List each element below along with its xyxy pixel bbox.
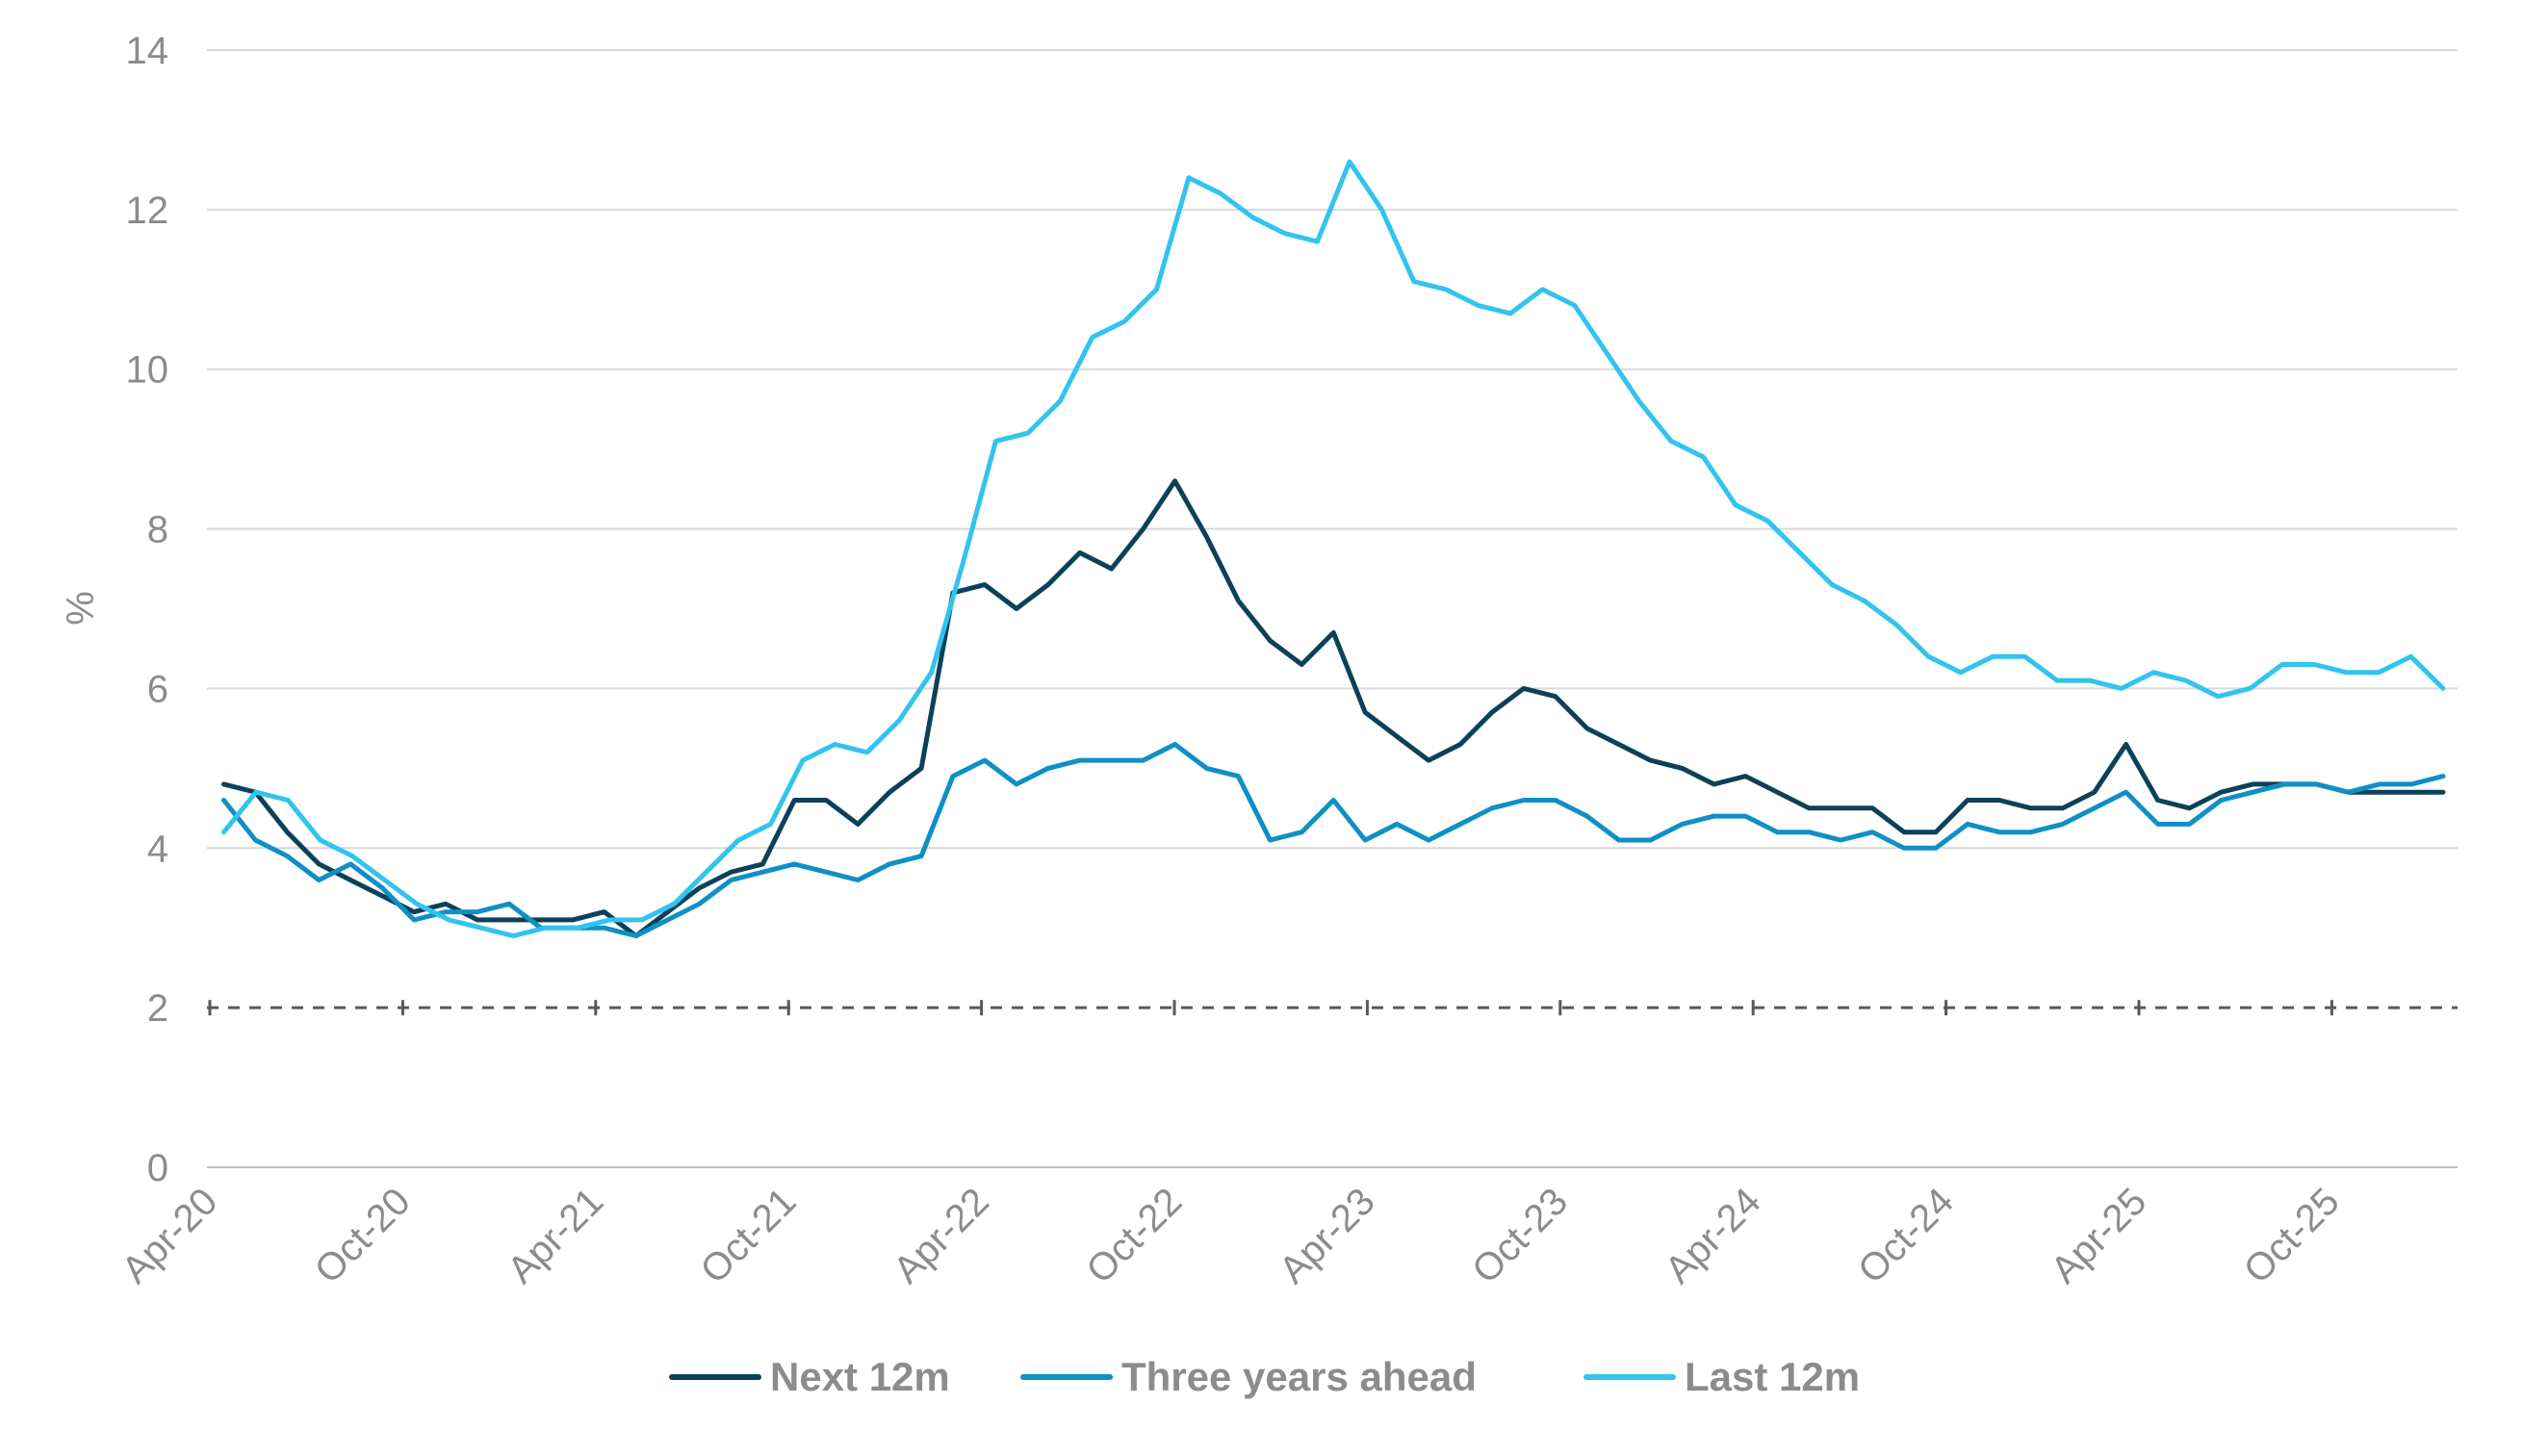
y-tick-label: 4 — [147, 828, 168, 870]
y-tick-label: 12 — [126, 190, 169, 232]
y-tick-label: 10 — [126, 349, 169, 392]
x-tick-label: Oct-24 — [1850, 1180, 1962, 1291]
gridlines — [207, 49, 2458, 1168]
series-lines — [221, 159, 2446, 938]
y-tick-label: 0 — [147, 1147, 168, 1189]
legend: Next 12m Three years ahead Last 12m — [669, 1354, 1860, 1399]
x-tick-label: Apr-25 — [2043, 1180, 2154, 1291]
x-tick-label: Apr-21 — [500, 1180, 611, 1291]
y-tick-label: 8 — [147, 509, 168, 551]
x-tick-label: Oct-23 — [1464, 1180, 1576, 1291]
series-line-1 — [221, 742, 2446, 938]
legend-label-2: Last 12m — [1685, 1354, 1860, 1399]
legend-label-0: Next 12m — [770, 1354, 950, 1399]
x-tick-label: Oct-25 — [2236, 1180, 2348, 1291]
reference-line-group — [207, 1000, 2458, 1016]
series-line-2 — [221, 159, 2446, 938]
x-tick-label: Apr-24 — [1658, 1180, 1769, 1291]
x-tick-label: Apr-20 — [114, 1180, 225, 1291]
legend-label-1: Three years ahead — [1121, 1354, 1477, 1399]
x-axis-ticks: Apr-20 Oct-20 Apr-21 Oct-21 Apr-22 Oct-22 Apr-… — [114, 1180, 2347, 1291]
series-line-0 — [221, 478, 2446, 938]
x-tick-label: Oct-20 — [307, 1180, 419, 1291]
y-axis-ticks: 0 2 4 6 8 10 12 14 — [126, 30, 169, 1189]
y-axis-title: % — [60, 591, 102, 626]
x-tick-label: Oct-22 — [1078, 1180, 1190, 1291]
y-tick-label: 6 — [147, 668, 168, 710]
y-tick-label: 14 — [126, 30, 169, 72]
x-tick-label: Oct-21 — [693, 1180, 805, 1291]
x-tick-label: Apr-22 — [886, 1180, 997, 1291]
x-tick-label: Apr-23 — [1272, 1180, 1383, 1291]
y-tick-label: 2 — [147, 987, 168, 1030]
